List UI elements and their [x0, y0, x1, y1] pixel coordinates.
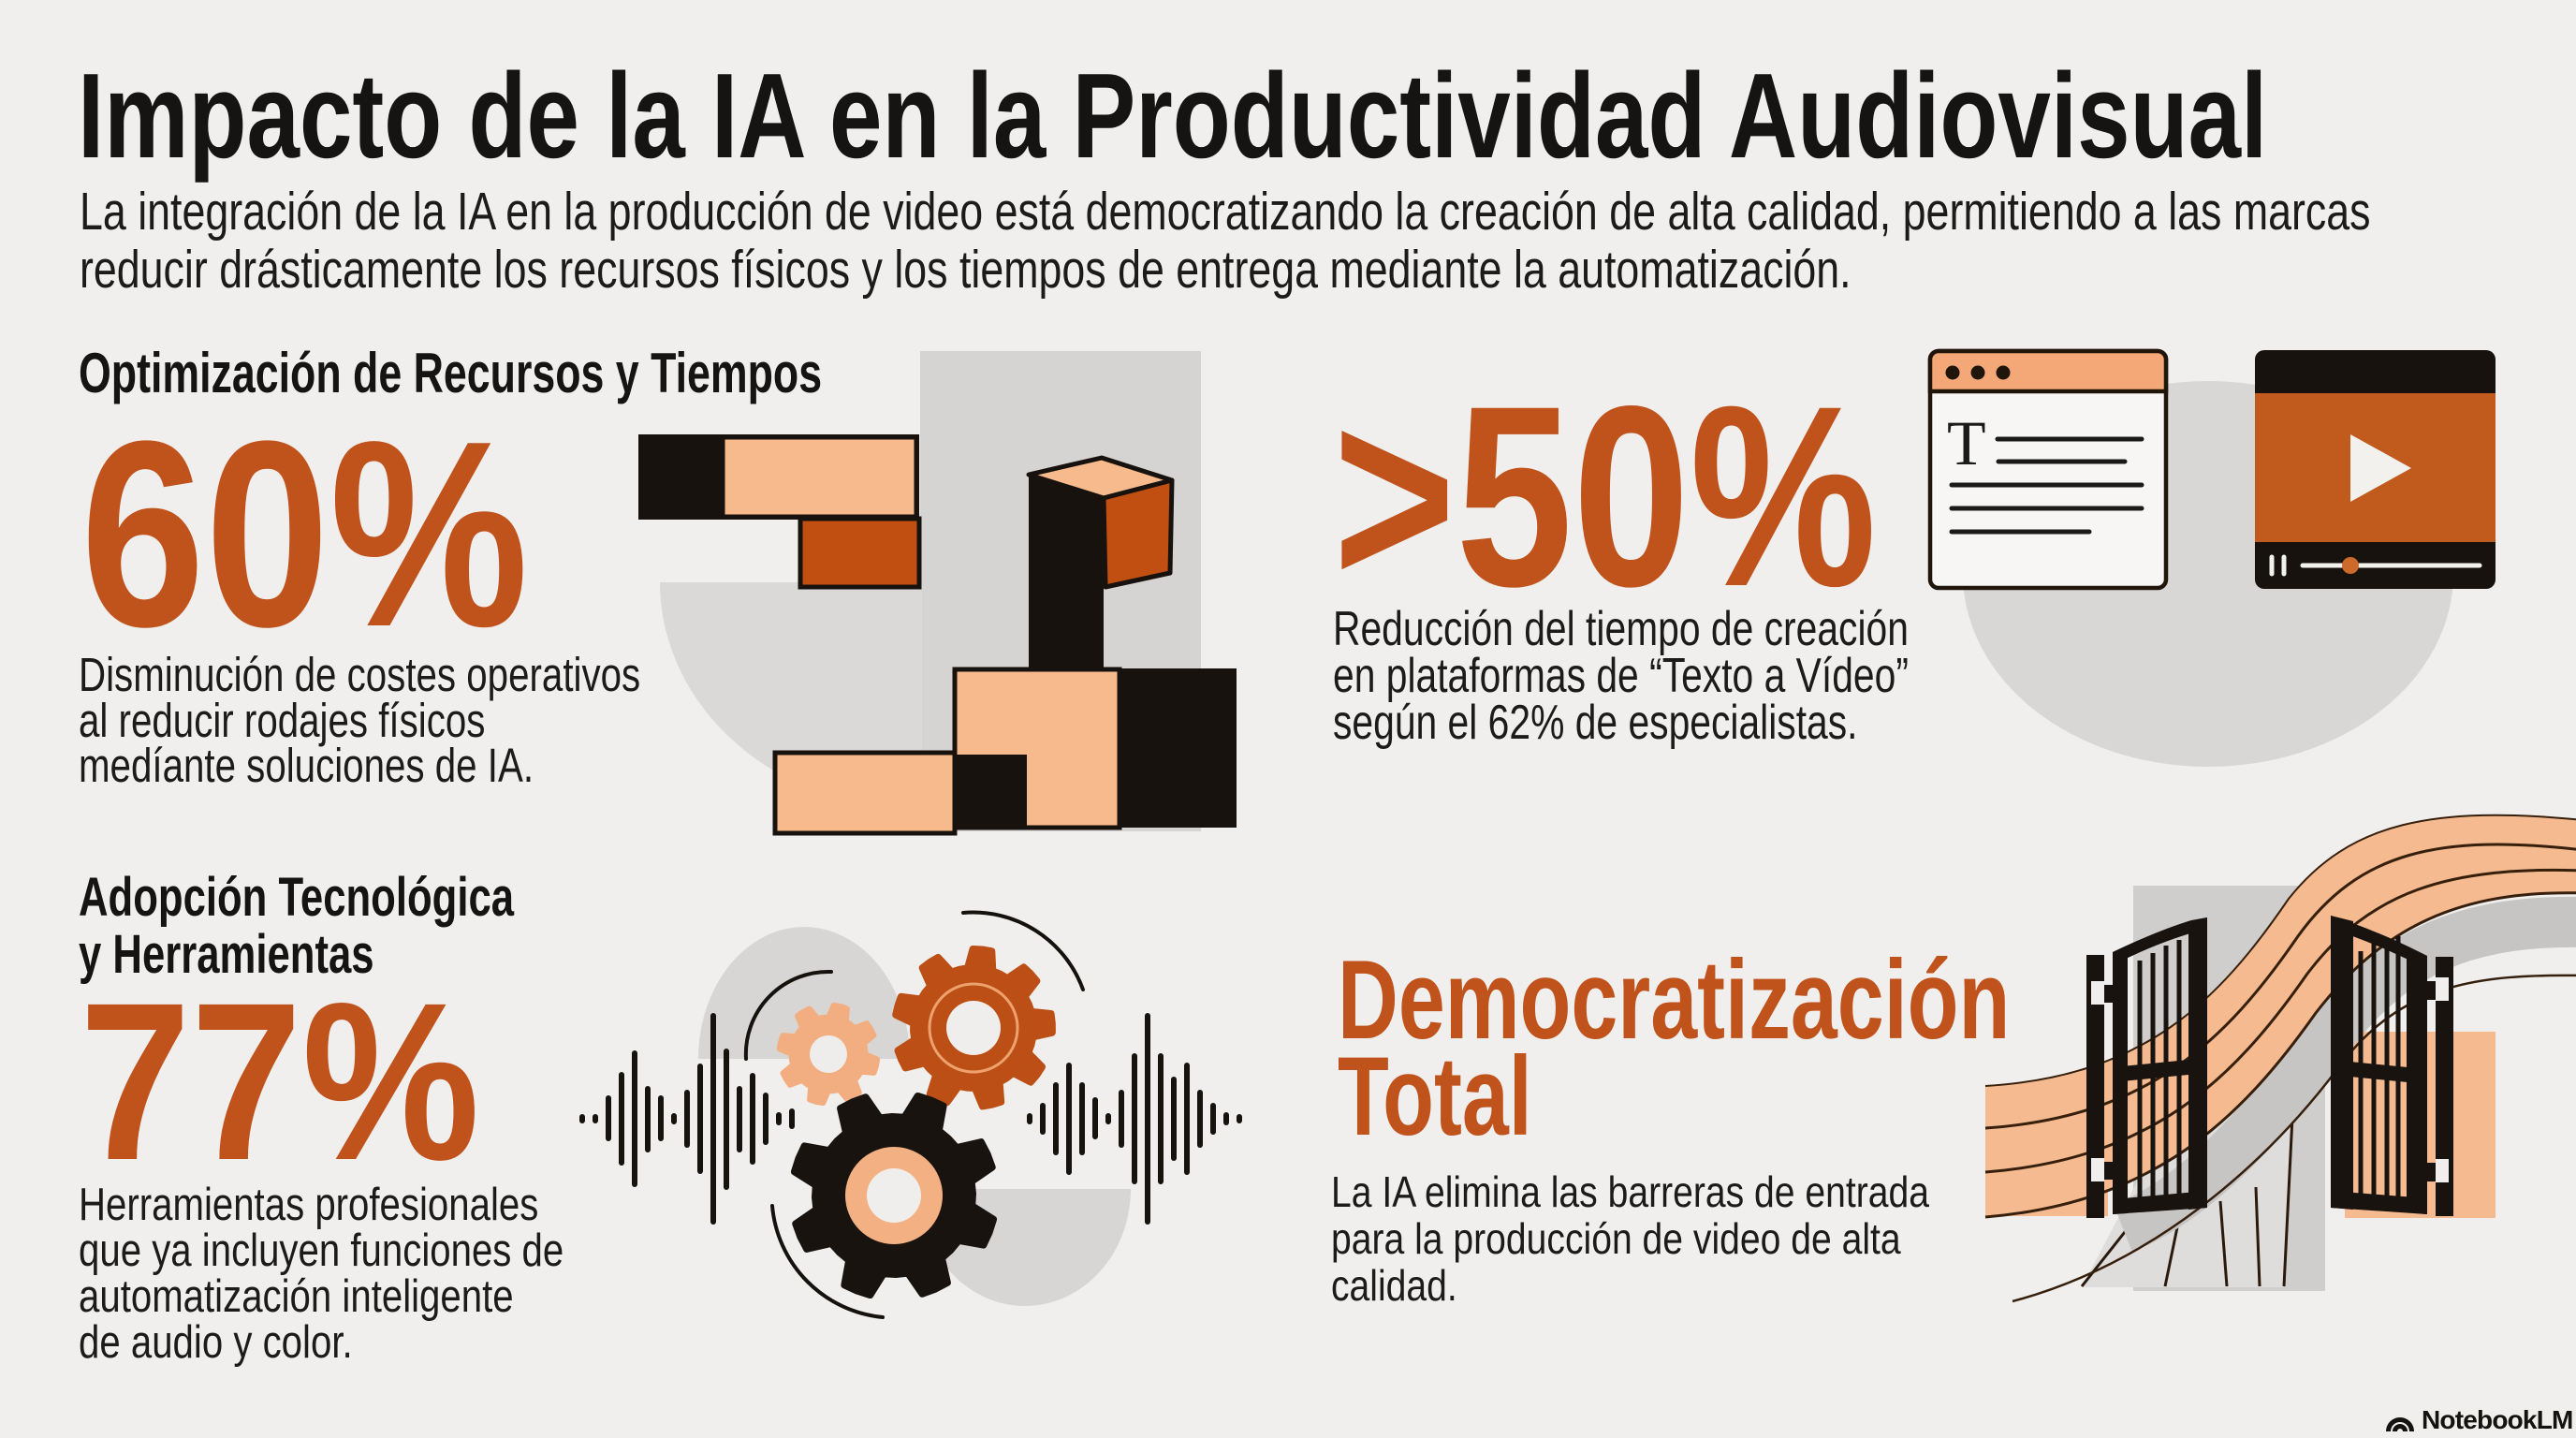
svg-text:T: T [1947, 407, 1986, 478]
